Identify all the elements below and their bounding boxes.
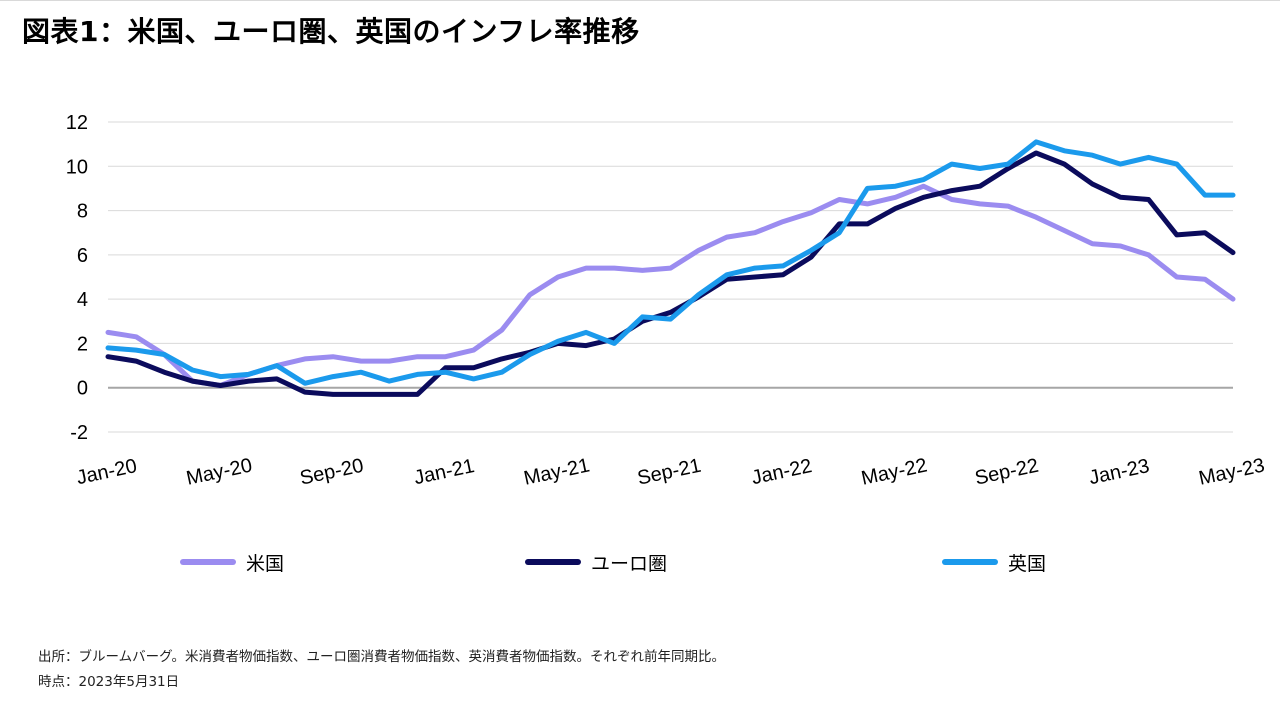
series-line-0 [105,183,1236,388]
x-tick-label: Jan-21 [412,455,476,489]
x-tick-label: May-20 [184,454,254,489]
page-title: 図表1：米国、ユーロ圏、英国のインフレ率推移 [22,15,640,48]
series-line-2 [105,139,1236,386]
x-axis-ticks: Jan-20 May-20 Sep-20 Jan-21 May-21 Sep-21 Jan-… [75,454,1267,489]
inflation-line-chart: 12 10 8 6 4 2 0 -2 Jan-20 May-20 Sep-20 Jan-21 May-… [66,112,1267,490]
y-axis-ticks: 12 10 8 6 4 2 0 -2 [66,112,88,444]
y-tick-label: 6 [77,245,88,267]
y-tick-label: 0 [77,378,88,400]
x-tick-label: Jan-23 [1087,455,1151,489]
x-tick-label: Sep-21 [635,455,703,490]
legend-swatch-uk [942,559,998,565]
x-tick-label: Jan-22 [750,455,814,489]
legend-swatch-us [180,559,236,565]
y-tick-label: 2 [77,333,88,355]
x-tick-label: May-22 [859,454,929,489]
legend-label-eurozone: ユーロ圏 [591,552,668,575]
legend-label-uk: 英国 [1008,552,1047,575]
top-rule [0,0,1280,1]
y-tick-label: 12 [66,112,88,134]
y-tick-label: 10 [66,156,88,178]
footnote-source: 出所：ブルームバーグ。米消費者物価指数、ユーロ圏消費者物価指数、英消費者物価指数… [38,649,726,665]
x-tick-label: May-21 [522,454,592,489]
series-line-1 [105,150,1236,397]
x-tick-label: Sep-20 [298,455,366,490]
legend-label-us: 米国 [246,552,285,575]
x-tick-label: Sep-22 [973,455,1041,490]
legend-item-eurozone: ユーロ圏 [525,548,667,576]
y-tick-label: 8 [77,201,88,223]
footnote-as-of: 時点：2023年5月31日 [38,674,180,690]
x-tick-label: May-23 [1197,454,1267,489]
legend-item-uk: 英国 [942,548,1046,576]
series-lines [105,139,1236,397]
legend-item-us: 米国 [180,548,284,576]
y-tick-label: 4 [77,289,88,311]
x-tick-label: Jan-20 [75,455,139,489]
gridlines [108,121,1233,433]
legend-swatch-eurozone [525,559,581,565]
y-tick-label: -2 [70,422,88,444]
